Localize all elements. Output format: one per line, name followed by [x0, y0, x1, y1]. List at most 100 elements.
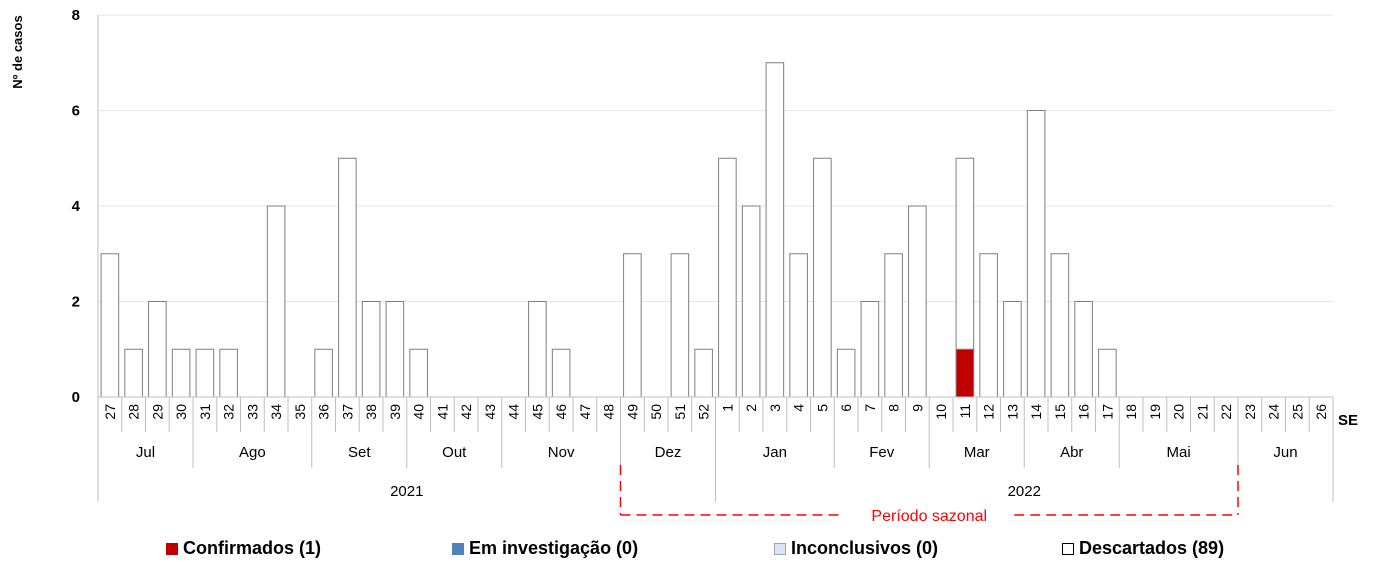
seasonal-period-annotation: Período sazonal [619, 465, 1239, 525]
legend-item-em-investigacao: Em investigação (0) [452, 538, 638, 559]
year-label-2021: 2021 [390, 483, 423, 500]
x-tick-label-47: 47 [577, 404, 593, 420]
bar-29-series-3 [148, 301, 167, 398]
x-tick-label-17: 17 [1099, 404, 1115, 420]
x-tick-label-48: 48 [601, 404, 617, 420]
x-tick-label-25: 25 [1289, 404, 1305, 420]
x-tick-label-27: 27 [102, 404, 118, 420]
bar-16-series-3 [1074, 301, 1093, 398]
bar-3-series-3 [765, 62, 785, 398]
bar-52-series-3 [694, 348, 713, 398]
x-tick-label-42: 42 [458, 404, 474, 420]
x-tick-label-12: 12 [981, 404, 997, 420]
bar-13-series-3 [1003, 301, 1022, 398]
bar-36-series-3 [314, 348, 333, 398]
month-label-jun: Jun [1273, 444, 1297, 461]
month-label-mar: Mar [964, 444, 990, 461]
legend-label-em-investigacao: Em investigação (0) [469, 538, 639, 558]
month-label-ago: Ago [239, 444, 266, 461]
x-tick-label-13: 13 [1004, 404, 1020, 420]
x-tick-label-7: 7 [862, 404, 878, 412]
y-tick-label-4: 4 [72, 198, 81, 215]
legend-item-descartados: Descartados (89) [1062, 538, 1224, 559]
x-tick-label-30: 30 [173, 404, 189, 420]
bar-14-series-3 [1026, 110, 1046, 398]
x-tick-label-23: 23 [1242, 404, 1258, 420]
legend: Confirmados (1) Em investigação (0) Inco… [0, 536, 1373, 562]
legend-item-inconclusivos: Inconclusivos (0) [774, 538, 938, 559]
gridlines [98, 14, 1333, 302]
month-label-dez: Dez [655, 444, 682, 461]
y-tick-label-0: 0 [72, 389, 80, 406]
x-tick-label-50: 50 [648, 404, 664, 420]
x-tick-label-14: 14 [1028, 404, 1044, 420]
bar-1-series-3 [718, 157, 737, 398]
y-tick-label-6: 6 [72, 103, 80, 120]
legend-swatch-inconclusivos [774, 542, 786, 555]
bar-27-series-3 [100, 253, 120, 398]
x-tick-label-20: 20 [1171, 404, 1187, 420]
y-tick-label-8: 8 [72, 7, 80, 24]
y-tick-labels: 0 2 4 6 8 [72, 7, 81, 406]
month-label-abr: Abr [1060, 444, 1083, 461]
x-tick-label-16: 16 [1076, 404, 1092, 420]
month-label-mai: Mai [1167, 444, 1191, 461]
x-tick-label-46: 46 [553, 404, 569, 420]
x-tick-label-44: 44 [506, 404, 522, 420]
x-tick-label-36: 36 [316, 404, 332, 420]
year-labels: 2021 2022 [390, 483, 1041, 500]
x-axis-label: SE [1338, 412, 1358, 429]
bar-17-series-3 [1098, 348, 1117, 398]
year-label-2022: 2022 [1008, 483, 1041, 500]
month-label-fev: Fev [869, 444, 895, 461]
bar-6-series-3 [836, 348, 856, 398]
bar-7-series-3 [860, 301, 880, 398]
x-tick-label-2: 2 [743, 404, 759, 412]
y-tick-label-2: 2 [72, 294, 80, 311]
x-tick-label-31: 31 [197, 404, 213, 420]
legend-label-inconclusivos: Inconclusivos (0) [791, 538, 939, 558]
x-tick-label-3: 3 [767, 404, 783, 412]
x-tick-label-43: 43 [482, 404, 498, 420]
x-tick-label-9: 9 [909, 404, 925, 412]
bar-51-series-3 [670, 253, 690, 398]
x-tick-label-41: 41 [434, 404, 450, 420]
bar-9-series-3 [908, 205, 927, 398]
bar-11-series-3 [955, 157, 975, 350]
bar-28-series-3 [124, 348, 143, 398]
bar-32-series-3 [219, 348, 238, 398]
x-tick-label-35: 35 [292, 404, 308, 420]
legend-swatch-confirmados [166, 542, 178, 555]
x-tick-label-52: 52 [696, 404, 712, 420]
seasonal-period-label: Período sazonal [871, 508, 987, 525]
x-tick-label-24: 24 [1266, 404, 1282, 420]
legend-swatch-em-investigacao [452, 542, 464, 555]
month-label-set: Set [348, 444, 371, 461]
bar-15-series-3 [1050, 253, 1070, 398]
bars [100, 62, 1117, 398]
month-labels: Jul Ago Set Out Nov Dez Jan Fev Mar Abr Mai Jun [136, 444, 1298, 461]
legend-label-confirmados: Confirmados (1) [183, 538, 322, 558]
x-tick-label-1: 1 [719, 404, 735, 412]
month-label-jul: Jul [136, 444, 155, 461]
bar-45-series-3 [528, 301, 547, 398]
x-tick-labels: 27 28 29 30 31 32 33 34 35 36 37 38 39 40 41 42 43 44 45 46… [102, 404, 1329, 420]
x-tick-label-38: 38 [363, 404, 379, 420]
bar-34-series-3 [266, 205, 286, 398]
x-tick-label-39: 39 [387, 404, 403, 420]
x-tick-label-40: 40 [411, 404, 427, 420]
x-tick-label-49: 49 [624, 404, 640, 420]
x-tick-label-34: 34 [268, 404, 284, 420]
legend-swatch-descartados [1062, 542, 1074, 555]
x-tick-label-15: 15 [1052, 404, 1068, 420]
bar-38-series-3 [361, 301, 381, 398]
bar-12-series-3 [979, 253, 998, 398]
bar-37-series-3 [338, 157, 357, 398]
bar-4-series-3 [789, 253, 808, 398]
x-tick-label-29: 29 [149, 404, 165, 420]
month-label-jan: Jan [763, 444, 787, 461]
x-tick-label-26: 26 [1313, 404, 1329, 420]
x-tick-label-22: 22 [1218, 404, 1234, 420]
axes [97, 15, 1334, 502]
